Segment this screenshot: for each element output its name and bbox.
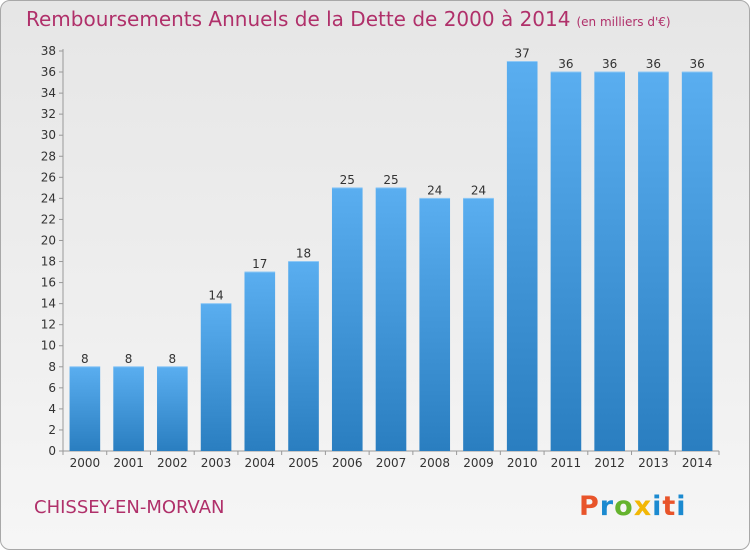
commune-name: CHISSEY-EN-MORVAN bbox=[34, 497, 225, 518]
bar-value-label: 25 bbox=[383, 173, 398, 187]
proxiti-logo: Proxiti bbox=[579, 491, 687, 522]
x-tick-label: 2014 bbox=[682, 456, 713, 470]
bar-value-label: 36 bbox=[558, 57, 573, 71]
bar-value-label: 24 bbox=[427, 183, 442, 197]
logo-letter: r bbox=[599, 491, 615, 522]
bar bbox=[200, 303, 232, 451]
bar bbox=[463, 198, 494, 451]
y-tick-label: 36 bbox=[41, 65, 56, 79]
bar-value-label: 24 bbox=[471, 183, 486, 197]
bar bbox=[288, 261, 319, 451]
chart-title-text: Remboursements Annuels de la Dette de 20… bbox=[26, 7, 571, 31]
y-tick-label: 0 bbox=[48, 444, 56, 458]
x-tick-label: 2002 bbox=[157, 456, 188, 470]
y-tick-label: 32 bbox=[41, 107, 56, 121]
x-tick-label: 2009 bbox=[463, 456, 494, 470]
chart-title: Remboursements Annuels de la Dette de 20… bbox=[26, 7, 671, 31]
bar-value-label: 36 bbox=[689, 57, 704, 71]
y-tick-label: 12 bbox=[41, 318, 56, 332]
bar bbox=[69, 366, 101, 451]
bar-value-label: 17 bbox=[252, 257, 267, 271]
x-tick-label: 2004 bbox=[245, 456, 276, 470]
bar-value-label: 8 bbox=[81, 352, 89, 366]
y-tick-label: 4 bbox=[48, 402, 56, 416]
logo-letter: t bbox=[662, 491, 677, 522]
y-tick-label: 28 bbox=[41, 149, 56, 163]
y-tick-label: 22 bbox=[41, 212, 56, 226]
y-tick-label: 38 bbox=[41, 44, 56, 58]
y-tick-label: 26 bbox=[41, 170, 56, 184]
logo-letter: o bbox=[614, 491, 634, 522]
y-tick-label: 18 bbox=[41, 255, 56, 269]
x-tick-label: 2008 bbox=[419, 456, 450, 470]
bar bbox=[244, 272, 276, 451]
x-tick-label: 2010 bbox=[507, 456, 538, 470]
logo-letter: P bbox=[579, 491, 600, 522]
bar-value-label: 18 bbox=[296, 247, 311, 261]
bar bbox=[638, 72, 669, 451]
y-tick-label: 2 bbox=[48, 423, 56, 437]
y-tick-label: 34 bbox=[41, 86, 56, 100]
logo-letter: i bbox=[676, 491, 687, 522]
x-tick-label: 2013 bbox=[638, 456, 669, 470]
x-tick-label: 2001 bbox=[113, 456, 144, 470]
y-tick-label: 20 bbox=[41, 233, 56, 247]
bar-value-label: 14 bbox=[208, 289, 223, 303]
bar-value-label: 37 bbox=[515, 47, 530, 61]
x-tick-label: 2011 bbox=[551, 456, 582, 470]
logo-letter: i bbox=[652, 491, 663, 522]
x-tick-label: 2006 bbox=[332, 456, 363, 470]
y-tick-label: 8 bbox=[48, 360, 56, 374]
bar bbox=[113, 366, 144, 451]
bar bbox=[594, 72, 625, 451]
bar bbox=[375, 187, 407, 451]
bar bbox=[506, 61, 538, 452]
y-tick-label: 30 bbox=[41, 128, 56, 142]
y-tick-label: 24 bbox=[41, 191, 56, 205]
bar bbox=[157, 366, 188, 451]
y-tick-label: 14 bbox=[41, 297, 56, 311]
unit-label: (en milliers d'€) bbox=[576, 15, 671, 29]
x-tick-label: 2012 bbox=[594, 456, 625, 470]
bar-value-label: 36 bbox=[646, 57, 661, 71]
x-tick-label: 2003 bbox=[201, 456, 232, 470]
bar bbox=[419, 198, 451, 451]
bar-value-label: 8 bbox=[125, 352, 133, 366]
bar-value-label: 8 bbox=[169, 352, 177, 366]
x-tick-label: 2000 bbox=[70, 456, 101, 470]
bar bbox=[681, 72, 713, 451]
bar-value-label: 36 bbox=[602, 57, 617, 71]
x-tick-label: 2007 bbox=[376, 456, 407, 470]
x-tick-label: 2005 bbox=[288, 456, 319, 470]
bar bbox=[331, 187, 363, 451]
y-tick-label: 10 bbox=[41, 339, 56, 353]
logo-letter: x bbox=[633, 491, 653, 522]
bar-value-label: 25 bbox=[340, 173, 355, 187]
bar bbox=[550, 72, 582, 451]
y-tick-label: 16 bbox=[41, 276, 56, 290]
y-tick-label: 6 bbox=[48, 381, 56, 395]
